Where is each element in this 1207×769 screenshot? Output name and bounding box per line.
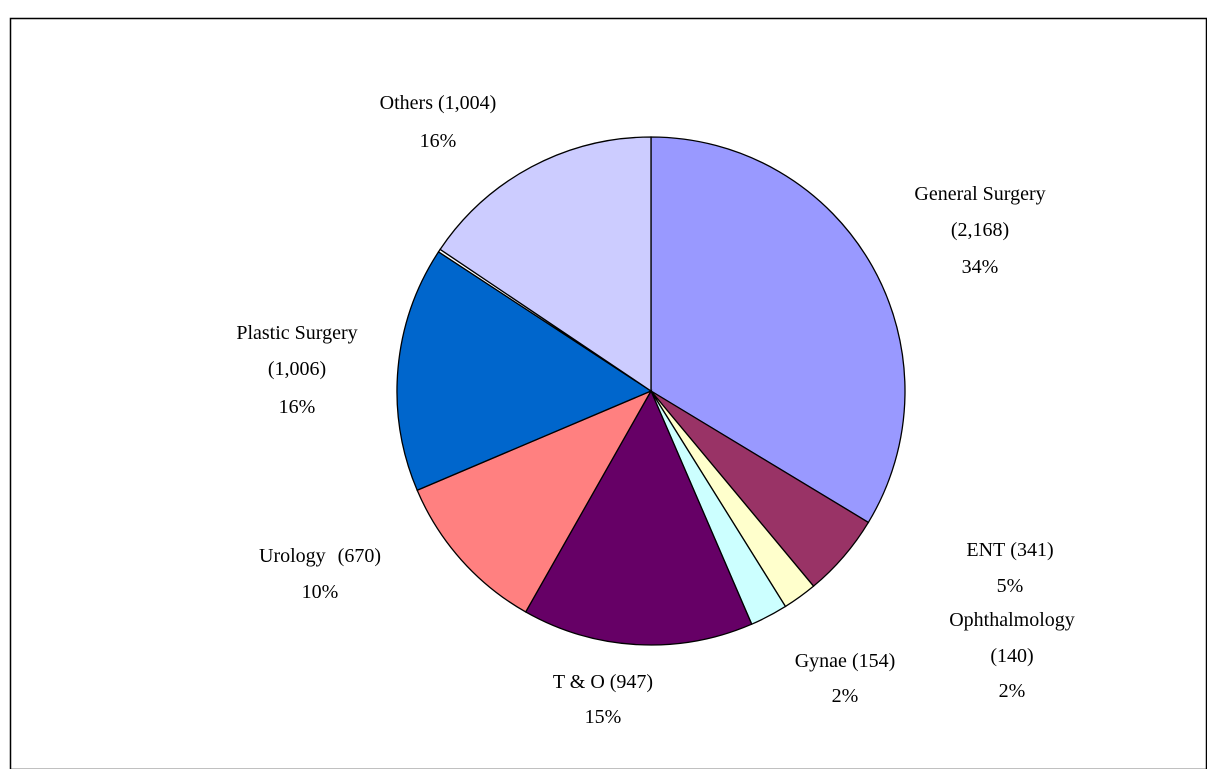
- slice-label: 16%: [420, 130, 457, 152]
- label-part: Gynae: [795, 650, 847, 672]
- slice-label: 2%: [999, 680, 1026, 702]
- label-part: Urology: [259, 545, 326, 567]
- label-part: General Surgery: [914, 183, 1045, 205]
- slice-label: T & O (947): [553, 671, 653, 693]
- slice-label: 5%: [997, 575, 1024, 597]
- label-part: 34%: [962, 256, 999, 278]
- slice-label: Gynae (154): [795, 650, 896, 672]
- slice-label: General Surgery: [914, 183, 1045, 205]
- label-part: 16%: [279, 396, 316, 418]
- pie-slice: [396, 250, 653, 492]
- slice-label: 10%: [302, 581, 339, 603]
- slice-label: Urology (670): [259, 545, 381, 567]
- label-part: 15%: [585, 706, 622, 728]
- pie-slice: [439, 136, 652, 393]
- label-part: (2,168): [951, 219, 1009, 241]
- slice-label: 16%: [279, 396, 316, 418]
- label-part: 2%: [999, 680, 1026, 702]
- slice-label: (140): [990, 645, 1033, 667]
- label-part: T & O: [553, 671, 605, 693]
- label-part: 10%: [302, 581, 339, 603]
- label-part: (154): [852, 650, 895, 672]
- label-part: (1,006): [268, 358, 326, 380]
- label-part: ENT: [966, 539, 1005, 561]
- label-part: Others: [380, 92, 434, 114]
- label-part: 16%: [420, 130, 457, 152]
- label-part: (947): [610, 671, 653, 693]
- label-part: (341): [1010, 539, 1053, 561]
- slice-label: Ophthalmology: [949, 609, 1075, 631]
- pie-slice: [650, 136, 906, 524]
- label-part: Ophthalmology: [949, 609, 1075, 631]
- pie-slice: [416, 389, 653, 613]
- slice-label: 34%: [962, 256, 999, 278]
- label-part: (140): [990, 645, 1033, 667]
- pie-slice: [524, 389, 753, 646]
- label-part: Plastic Surgery: [236, 322, 357, 344]
- slice-label: 15%: [585, 706, 622, 728]
- label-part: (1,004): [438, 92, 496, 114]
- slice-label: ENT (341): [966, 539, 1053, 561]
- slice-label: Others (1,004): [380, 92, 497, 114]
- slice-label: Plastic Surgery: [236, 322, 357, 344]
- slice-label: (1,006): [268, 358, 326, 380]
- label-part: 2%: [832, 685, 859, 707]
- pie: [396, 136, 906, 646]
- label-part: 5%: [997, 575, 1024, 597]
- label-part: (670): [338, 545, 381, 567]
- slice-label: (2,168): [951, 219, 1009, 241]
- slice-label: 2%: [832, 685, 859, 707]
- labels: General Surgery (2,168) 34% ENT (341) 5% Ophth…: [236, 92, 1074, 728]
